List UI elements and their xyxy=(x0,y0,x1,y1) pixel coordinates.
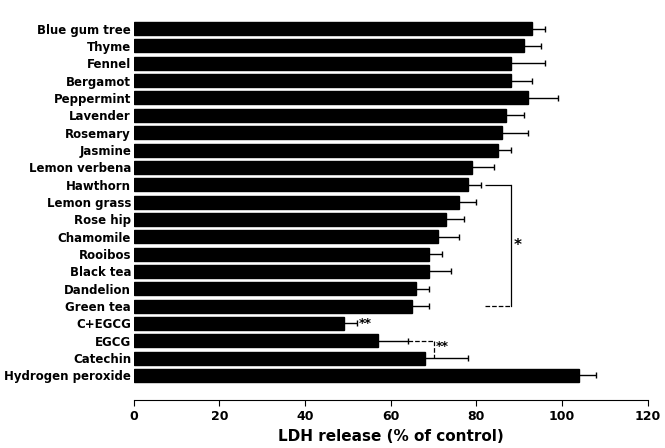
Bar xyxy=(134,126,502,139)
Bar xyxy=(134,195,460,208)
Bar xyxy=(134,143,498,156)
Bar xyxy=(134,369,579,382)
Bar xyxy=(134,300,412,313)
Bar xyxy=(134,91,528,104)
Bar xyxy=(134,22,532,35)
Bar xyxy=(134,352,425,365)
X-axis label: LDH release (% of control): LDH release (% of control) xyxy=(278,429,503,444)
Bar xyxy=(134,39,523,52)
Bar xyxy=(134,109,506,122)
Bar xyxy=(134,74,511,87)
Bar xyxy=(134,230,438,243)
Bar xyxy=(134,334,378,347)
Bar xyxy=(134,161,472,174)
Text: *: * xyxy=(514,238,522,253)
Bar xyxy=(134,178,468,191)
Text: **: ** xyxy=(358,317,372,330)
Bar xyxy=(134,248,430,261)
Bar xyxy=(134,265,430,278)
Bar xyxy=(134,213,446,226)
Text: **: ** xyxy=(436,340,449,353)
Bar xyxy=(134,282,416,295)
Bar xyxy=(134,317,344,330)
Bar xyxy=(134,57,511,70)
